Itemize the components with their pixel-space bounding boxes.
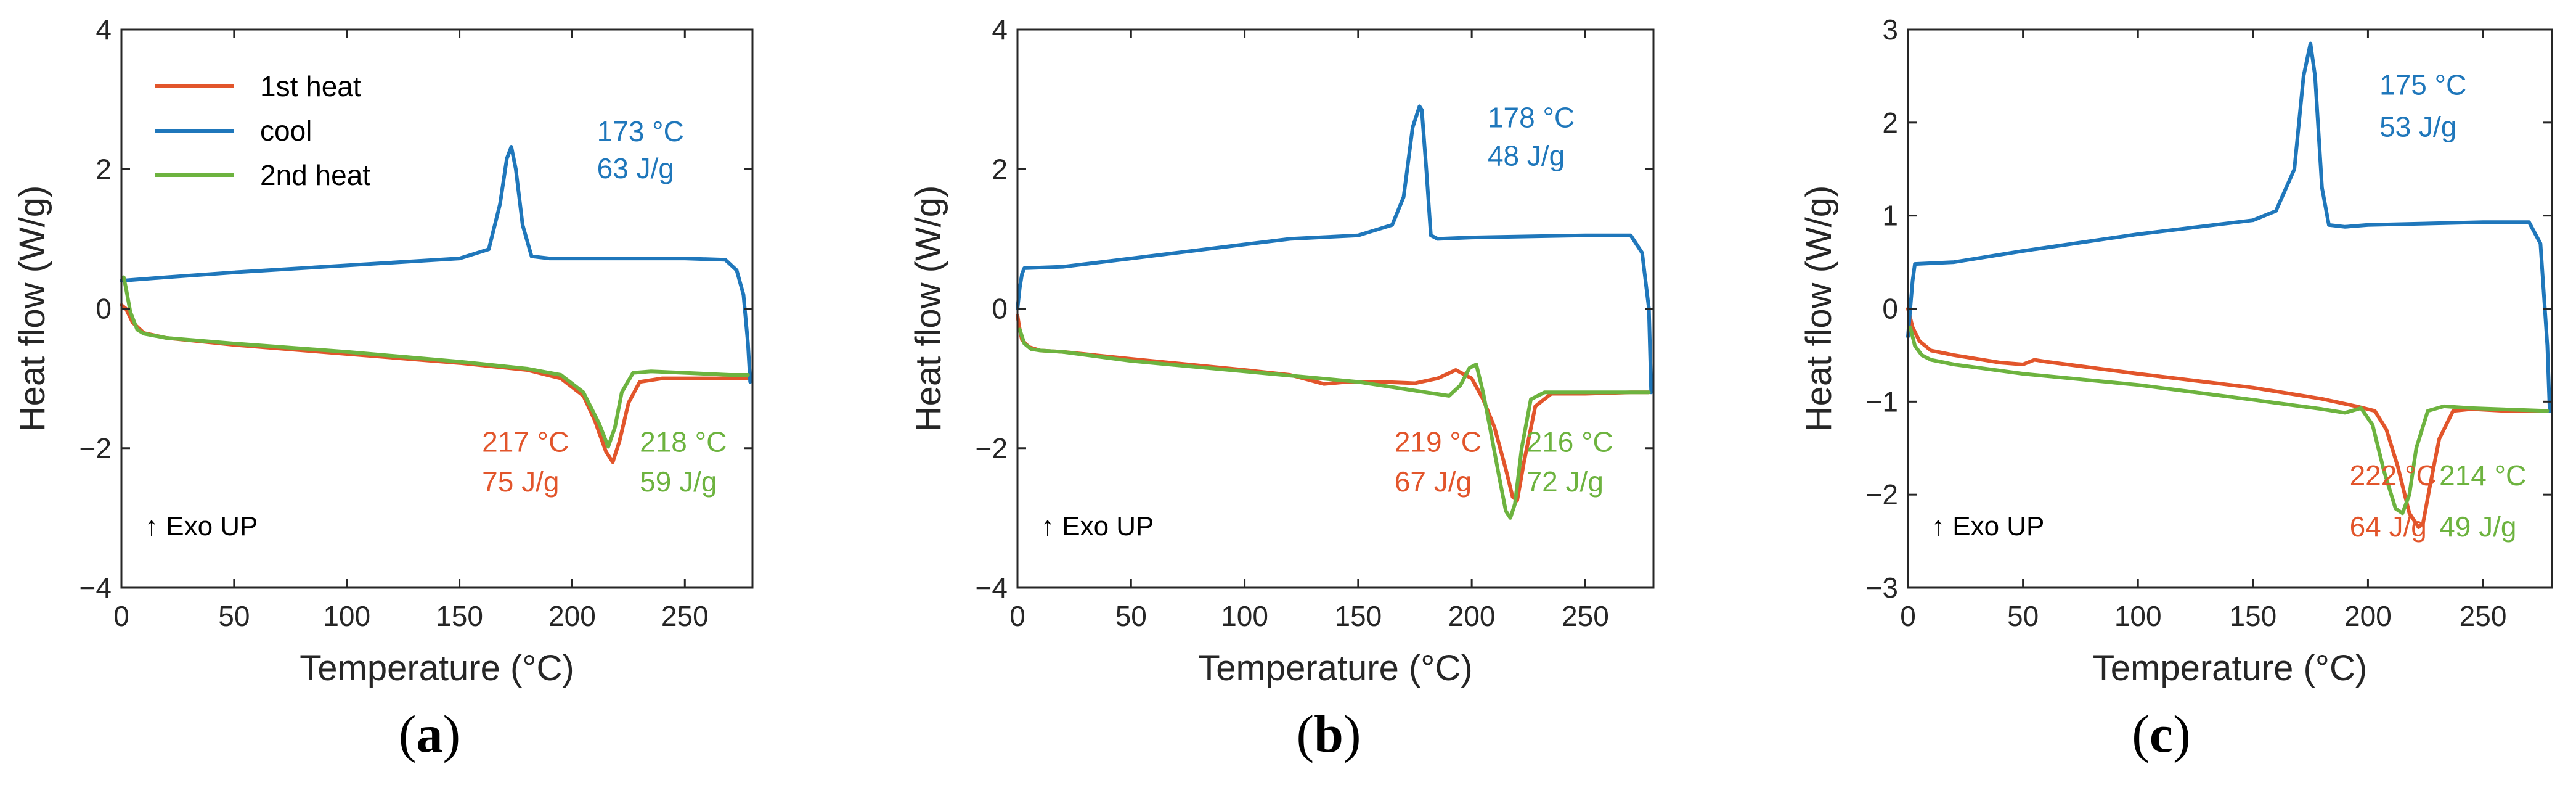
annotation-h1-enth: 64 J/g	[2350, 511, 2427, 543]
y-axis-label: Heat flow (W/g)	[12, 186, 52, 432]
x-tick-label: 50	[2007, 600, 2039, 632]
x-tick-label: 150	[1334, 600, 1382, 632]
x-tick-label: 50	[1115, 600, 1147, 632]
annotation-h1-temp: 222 °C	[2350, 459, 2437, 491]
y-tick-label: 0	[96, 293, 112, 325]
y-tick-label: −1	[1866, 385, 1898, 417]
annotation-cool-temp: 175 °C	[2379, 69, 2466, 101]
annotation-cool-temp: 173 °C	[597, 115, 684, 147]
legend-cool: cool	[260, 115, 312, 147]
x-tick-label: 200	[548, 600, 596, 632]
series-line-heat2	[1017, 327, 1651, 520]
x-tick-label: 250	[2460, 600, 2507, 632]
panel-b: 0 50 100 150 200 250 −4 −2 0 2 4 Temperature (°C) He…	[858, 0, 1717, 785]
series-line-cool	[1906, 41, 2552, 413]
y-tick-label: −3	[1866, 572, 1898, 604]
dsc-chart-b: 0 50 100 150 200 250 −4 −2 0 2 4 Temperature (°C) He…	[908, 14, 1655, 688]
annotation-h1-temp: 217 °C	[482, 425, 569, 458]
x-axis-label: Temperature (°C)	[2093, 648, 2367, 688]
y-axis-label: Heat flow (W/g)	[1799, 186, 1839, 432]
series-line-cool	[1016, 104, 1653, 395]
x-tick-label: 200	[2344, 600, 2392, 632]
y-tick-label: −2	[79, 432, 112, 464]
y-tick-label: 4	[96, 14, 112, 46]
annotation-cool-enth: 63 J/g	[597, 152, 674, 184]
y-axis-label: Heat flow (W/g)	[908, 186, 948, 432]
plot-frame	[120, 28, 754, 589]
annotation-cool-enth: 48 J/g	[1488, 140, 1565, 172]
legend-1st-heat: 1st heat	[260, 70, 361, 102]
x-tick-label: 250	[661, 600, 709, 632]
series-line-heat1	[1906, 306, 2550, 529]
annotation-h1-enth: 67 J/g	[1395, 466, 1472, 498]
x-tick-label: 0	[113, 600, 129, 632]
exo-up-label: ↑ Exo UP	[1931, 511, 2044, 541]
x-tick-label: 100	[323, 600, 370, 632]
annotation-h2-temp: 216 °C	[1526, 425, 1613, 458]
dsc-chart-a: 0 50 100 150 200 250 −4 −2 0 2 4 Temperature (°C) He…	[12, 14, 754, 688]
panel-a: 0 50 100 150 200 250 −4 −2 0 2 4 Temperature (°C) He…	[0, 0, 858, 785]
x-tick-label: 200	[1448, 600, 1496, 632]
annotation-h2-enth: 59 J/g	[640, 466, 717, 498]
annotation-h1-temp: 219 °C	[1395, 425, 1482, 458]
y-tick-label: 1	[1882, 200, 1898, 232]
series-line-cool	[120, 145, 752, 384]
exo-up-label: ↑ Exo UP	[145, 511, 258, 541]
annotation-h2-enth: 49 J/g	[2439, 511, 2516, 543]
x-tick-label: 150	[2229, 600, 2276, 632]
y-tick-label: −4	[79, 572, 112, 604]
x-tick-label: 250	[1562, 600, 1609, 632]
panel-c: 0 50 100 150 200 250 −3 −2 −1 0 1 2 3 Temperature (°C…	[1717, 0, 2575, 785]
x-axis-label: Temperature (°C)	[1198, 648, 1472, 688]
legend-2nd-heat: 2nd heat	[260, 159, 370, 191]
y-tick-label: 0	[992, 293, 1008, 325]
annotation-h2-temp: 214 °C	[2439, 459, 2526, 491]
x-axis-label: Temperature (°C)	[300, 648, 574, 688]
y-tick-label: 2	[992, 153, 1008, 185]
y-tick-label: −2	[1866, 479, 1898, 511]
annotation-cool-temp: 178 °C	[1488, 101, 1575, 133]
y-tick-label: −4	[976, 572, 1008, 604]
dsc-chart-c: 0 50 100 150 200 250 −3 −2 −1 0 1 2 3 Temperature (°C…	[1799, 14, 2553, 688]
x-tick-label: 0	[1009, 600, 1025, 632]
x-tick-label: 150	[436, 600, 483, 632]
y-tick-label: 3	[1882, 14, 1898, 46]
panel-label-b: (b)	[1296, 704, 1361, 763]
y-tick-label: 4	[992, 14, 1008, 46]
annotation-h2-temp: 218 °C	[640, 425, 727, 458]
x-tick-label: 50	[218, 600, 250, 632]
x-tick-label: 100	[2114, 600, 2162, 632]
annotation-cool-enth: 53 J/g	[2379, 110, 2456, 142]
series-line-heat2	[121, 275, 750, 449]
y-tick-label: 0	[1882, 293, 1898, 325]
y-tick-label: 2	[96, 153, 112, 185]
y-tick-label: −2	[976, 432, 1008, 464]
annotation-h2-enth: 72 J/g	[1526, 466, 1604, 498]
series-line-heat2	[1908, 325, 2550, 516]
x-tick-label: 0	[1900, 600, 1916, 632]
annotation-h1-enth: 75 J/g	[482, 466, 559, 498]
panel-label-c: (c)	[2132, 704, 2191, 763]
panel-label-a: (a)	[398, 704, 461, 763]
y-tick-label: 2	[1882, 107, 1898, 139]
x-tick-label: 100	[1221, 600, 1268, 632]
exo-up-label: ↑ Exo UP	[1041, 511, 1154, 541]
